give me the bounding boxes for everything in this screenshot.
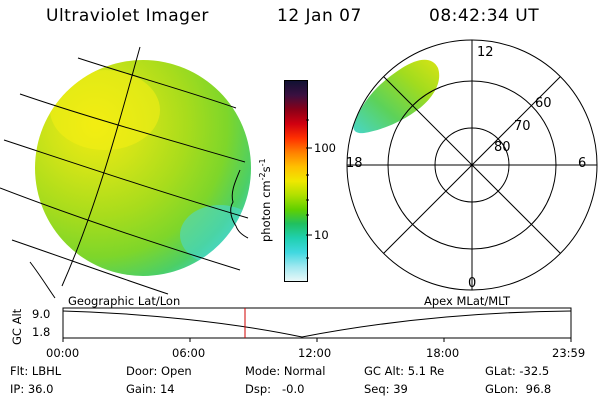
mlt-label-12: 12 (477, 45, 494, 60)
colorbar-tick-100: 100 (314, 141, 336, 155)
geographic-grid (0, 46, 249, 299)
auroral-oval (353, 59, 440, 134)
status-dsp: Dsp: -0.0 (245, 382, 305, 396)
timeline-left-title: Geographic Lat/Lon (68, 294, 181, 308)
image-date: 12 Jan 07 (277, 6, 362, 26)
status-door: Door: Open (126, 364, 192, 378)
mlat-label-60: 60 (535, 96, 552, 111)
status-glat: GLat: -32.5 (485, 364, 550, 378)
status-mode: Mode: Normal (245, 364, 326, 378)
mlat-label-70: 70 (514, 119, 531, 134)
colorbar-tick-10: 10 (314, 228, 329, 242)
bright-region (50, 70, 160, 150)
timeline-right-title: Apex MLat/MLT (424, 294, 511, 308)
mlt-label-6: 6 (578, 156, 587, 171)
timeline-y-tick-top: 9.0 (32, 307, 51, 321)
status-gain: Gain: 14 (126, 382, 175, 396)
timeline-x-tick-2359: 23:59 (552, 346, 586, 360)
status-glon: GLon: 96.8 (485, 382, 552, 396)
timeline-frame (62, 307, 572, 339)
mlt-label-0: 0 (468, 276, 477, 291)
status-gc-alt: GC Alt: 5.1 Re (364, 364, 445, 378)
status-seq: Seq: 39 (364, 382, 408, 396)
mlt-diagonal-2 (383, 76, 561, 254)
timeline-x-tick-0600: 06:00 (172, 346, 206, 360)
timeline-x-ticks (62, 338, 572, 342)
image-time: 08:42:34 UT (429, 6, 540, 26)
mlt-label-18: 18 (346, 156, 363, 171)
instrument-title: Ultraviolet Imager (46, 6, 209, 26)
colorbar (284, 80, 308, 282)
timeline-x-tick-1200: 12:00 (298, 346, 332, 360)
altitude-curve (62, 310, 572, 338)
coastline (230, 169, 249, 239)
status-filter: Flt: LBHL (10, 364, 62, 378)
status-ip: IP: 36.0 (10, 382, 54, 396)
timeline-x-tick-0000: 00:00 (46, 346, 80, 360)
mlat-label-80: 80 (494, 140, 511, 155)
timeline-y-tick-bottom: 1.8 (32, 325, 51, 339)
timeline-x-tick-1800: 18:00 (426, 346, 460, 360)
